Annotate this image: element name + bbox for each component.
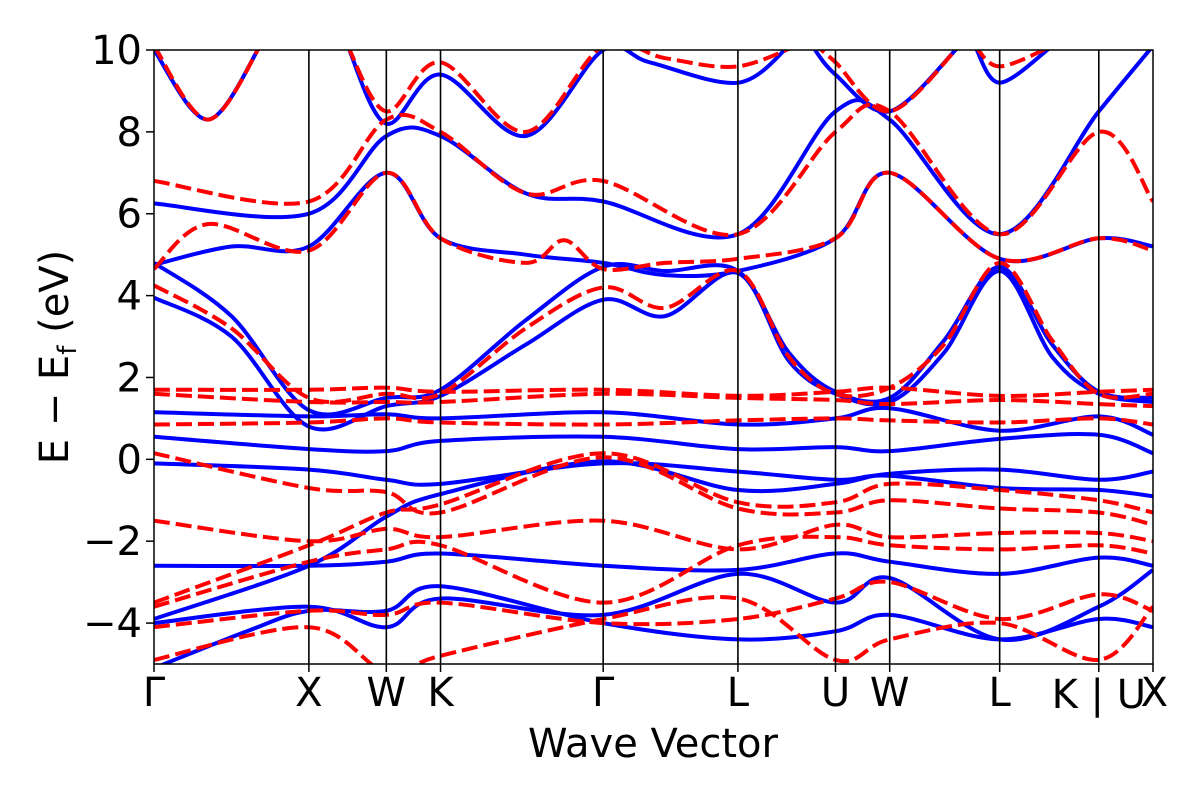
y-tick-label-1: 8 — [117, 110, 142, 156]
red-dashed-band-30 — [154, 594, 1153, 664]
y-tick-label-5: 0 — [117, 437, 142, 483]
red-dashed-band-22 — [154, 102, 1153, 238]
x-tick-label-1: X — [295, 670, 322, 716]
x-tick-label-9: K | U — [1052, 672, 1146, 718]
x-tick-label-2: W — [367, 670, 407, 716]
blue-solid-band-2 — [154, 432, 1153, 456]
blue-solid-band-5 — [154, 261, 1153, 417]
y-axis-ticks: 10 8 6 4 2 0 −2 −4 — [83, 28, 154, 647]
x-tick-label-6: U — [821, 670, 850, 716]
plot-frame — [153, 49, 1154, 665]
y-axis-label: E − Ef (eV) — [32, 250, 83, 465]
x-tick-label-4: Γ — [592, 670, 615, 716]
blue-solid-band-12 — [154, 551, 1153, 576]
y-tick-label-4: 2 — [117, 355, 142, 401]
x-axis-label: Wave Vector — [528, 721, 779, 767]
red-dashed-band-16 — [154, 451, 1153, 527]
blue-solid-band-1 — [154, 461, 1153, 499]
red-dashed-band-25 — [818, 50, 959, 114]
red-dashed-band-20 — [154, 260, 1153, 404]
x-tick-label-0: Γ — [143, 670, 166, 716]
x-tick-label-3: K — [427, 670, 455, 716]
red-dashed-band-28 — [154, 534, 1153, 609]
x-tick-label-10: X — [1141, 670, 1168, 716]
y-tick-label-3: 4 — [117, 274, 142, 320]
blue-solid-band-0 — [154, 459, 1153, 621]
red-dashed-band-19 — [154, 391, 1153, 409]
y-tick-label-7: −4 — [83, 601, 142, 647]
y-axis-label-subscript: f — [53, 345, 83, 355]
kpoint-divider-layer — [308, 50, 1100, 664]
y-tick-label-2: 6 — [117, 192, 142, 238]
red-dashed-band-23 — [154, 50, 260, 122]
red-dashed-band-17 — [154, 416, 1153, 427]
y-tick-label-0: 10 — [91, 28, 142, 74]
y-tick-label-6: −2 — [83, 519, 142, 565]
x-tick-label-5: L — [727, 670, 750, 716]
red-dashed-band-29 — [154, 579, 1153, 630]
blue-solid-band-9 — [347, 50, 788, 139]
x-tick-label-7: W — [870, 670, 910, 716]
x-tick-label-8: L — [989, 670, 1012, 716]
series-layer — [154, 50, 1153, 664]
y-axis-label-unit: (eV) — [32, 250, 78, 346]
y-axis-label-main: E − E — [32, 355, 78, 465]
blue-solid-band-6 — [154, 170, 1153, 279]
red-dashed-band-24 — [347, 50, 791, 134]
